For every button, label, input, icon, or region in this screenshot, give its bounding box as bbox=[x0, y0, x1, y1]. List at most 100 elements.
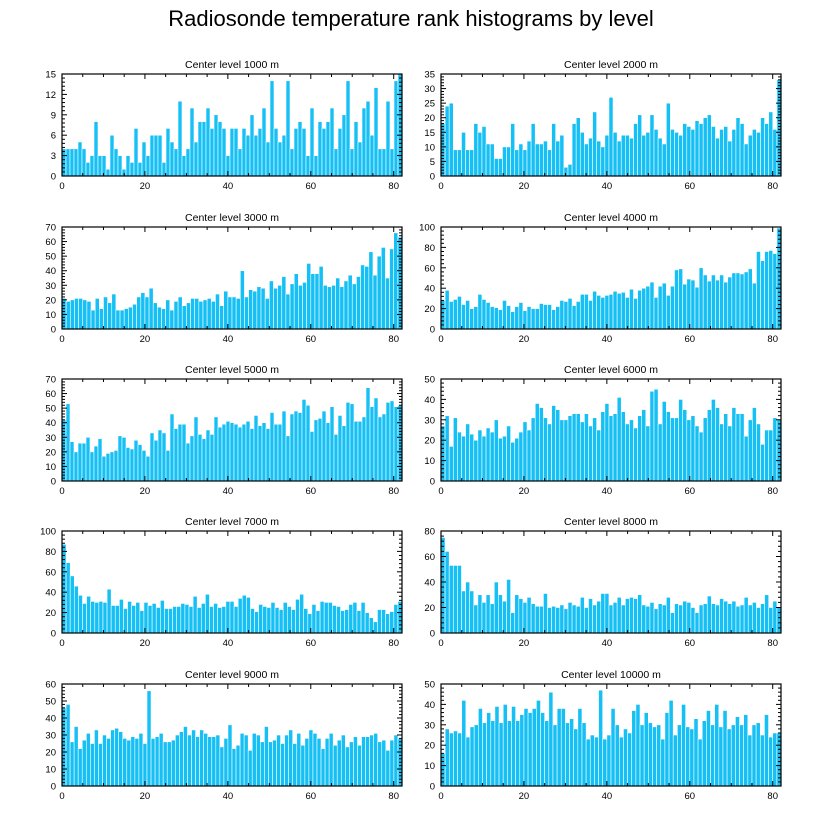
bar bbox=[502, 300, 507, 330]
bar bbox=[221, 423, 227, 482]
bar bbox=[316, 738, 322, 787]
bar bbox=[148, 287, 154, 330]
bar bbox=[502, 435, 507, 482]
bar bbox=[481, 299, 487, 330]
bar bbox=[678, 268, 683, 330]
bar bbox=[612, 602, 618, 634]
bar bbox=[85, 162, 91, 177]
bar bbox=[165, 450, 171, 482]
bar bbox=[444, 728, 450, 787]
bar bbox=[241, 423, 247, 482]
x-tick-label: 80 bbox=[388, 334, 399, 345]
bar bbox=[469, 149, 475, 177]
bar bbox=[245, 134, 251, 177]
bar bbox=[743, 271, 749, 330]
bar bbox=[547, 304, 552, 330]
bar bbox=[357, 744, 362, 787]
bar bbox=[723, 600, 729, 634]
bar bbox=[735, 272, 741, 330]
y-tick-label: 50 bbox=[424, 375, 435, 386]
bar bbox=[81, 148, 87, 177]
bar bbox=[502, 600, 507, 634]
bar bbox=[328, 732, 334, 787]
bar bbox=[506, 425, 511, 482]
bar bbox=[327, 602, 333, 634]
plot-frame bbox=[440, 73, 782, 177]
bar bbox=[448, 732, 454, 787]
bar bbox=[641, 409, 647, 482]
bar bbox=[249, 428, 255, 482]
bar bbox=[588, 598, 593, 634]
bar bbox=[493, 419, 499, 482]
bar bbox=[633, 298, 638, 330]
bar bbox=[588, 425, 593, 482]
bar bbox=[385, 277, 390, 330]
bar bbox=[539, 143, 544, 177]
bar bbox=[150, 738, 156, 787]
y-tick-label: 0 bbox=[430, 629, 435, 640]
bar bbox=[110, 729, 115, 787]
bar bbox=[760, 117, 765, 177]
bar bbox=[65, 403, 71, 482]
bar bbox=[293, 273, 299, 330]
bar bbox=[747, 604, 753, 634]
bar bbox=[385, 613, 391, 634]
bar bbox=[138, 732, 144, 787]
bar bbox=[657, 137, 663, 177]
bar bbox=[353, 121, 359, 177]
bar bbox=[188, 606, 194, 634]
bar bbox=[730, 724, 736, 787]
bar bbox=[768, 111, 774, 177]
bar bbox=[739, 413, 745, 482]
bar bbox=[670, 285, 675, 330]
bar bbox=[219, 746, 225, 787]
bar bbox=[360, 264, 365, 330]
bar bbox=[393, 406, 399, 482]
bar bbox=[264, 298, 270, 330]
bar bbox=[101, 455, 107, 482]
bar bbox=[117, 155, 123, 177]
bar bbox=[772, 129, 778, 177]
x-tick-label: 20 bbox=[140, 181, 151, 192]
bar bbox=[337, 128, 343, 177]
bar bbox=[534, 605, 540, 634]
bar bbox=[258, 604, 264, 634]
y-tick-label: 80 bbox=[424, 243, 435, 254]
bar bbox=[61, 707, 67, 787]
bar bbox=[125, 447, 131, 482]
bar bbox=[625, 598, 630, 634]
bar bbox=[702, 603, 708, 634]
bar bbox=[600, 411, 606, 482]
bar bbox=[498, 309, 503, 330]
bar bbox=[361, 416, 367, 482]
bar bbox=[153, 439, 159, 482]
bar bbox=[309, 107, 315, 177]
bar bbox=[469, 308, 475, 330]
bar bbox=[117, 435, 123, 482]
bar bbox=[335, 277, 341, 330]
bar bbox=[369, 734, 374, 787]
bar bbox=[649, 390, 655, 482]
bar bbox=[498, 722, 504, 787]
bar bbox=[759, 734, 765, 787]
bar bbox=[637, 289, 643, 330]
bar bbox=[711, 274, 716, 330]
x-tick-label: 60 bbox=[305, 181, 316, 192]
x-tick-label: 20 bbox=[519, 486, 530, 497]
x-tick-label: 60 bbox=[305, 638, 316, 649]
bar bbox=[356, 610, 362, 634]
bar bbox=[304, 738, 310, 787]
bar bbox=[637, 415, 643, 482]
x-tick-label: 20 bbox=[519, 791, 530, 802]
x-tick-label: 0 bbox=[438, 486, 443, 497]
bar bbox=[180, 603, 186, 634]
bar bbox=[575, 117, 581, 177]
bar bbox=[262, 606, 268, 634]
bar bbox=[344, 609, 350, 634]
bar bbox=[93, 121, 99, 177]
bar bbox=[247, 749, 253, 787]
bar bbox=[637, 114, 643, 177]
plot-frame bbox=[440, 683, 782, 787]
bar bbox=[241, 128, 247, 177]
bar bbox=[493, 158, 499, 177]
